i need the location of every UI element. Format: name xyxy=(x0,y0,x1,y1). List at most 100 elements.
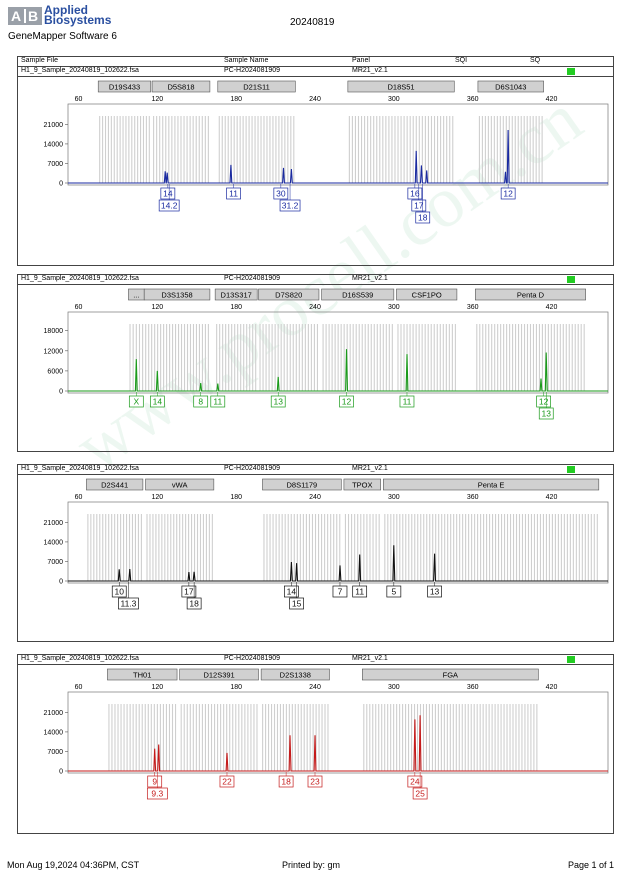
sample-name: PC-H2024081909 xyxy=(224,67,281,74)
marker-bar[interactable]: Penta E xyxy=(383,478,600,491)
allele-label: 11.3 xyxy=(120,599,136,609)
marker-bar[interactable]: Penta D xyxy=(474,288,586,301)
marker-label: D18S51 xyxy=(388,83,415,92)
x-tick-label: 360 xyxy=(467,684,479,691)
allele-label: 14.2 xyxy=(161,201,178,211)
marker-bar[interactable]: D8S1179 xyxy=(262,478,342,491)
allele-call[interactable]: 15 xyxy=(289,582,304,610)
allele-call[interactable]: 14 xyxy=(160,184,176,200)
marker-bar[interactable]: D21S11 xyxy=(217,80,296,93)
allele-call[interactable]: X xyxy=(128,392,144,408)
allele-call[interactable]: 22 xyxy=(219,772,235,788)
marker-bar[interactable]: CSF1PO xyxy=(396,288,458,301)
allele-call[interactable]: 7 xyxy=(332,582,348,598)
allele-call[interactable]: 11 xyxy=(226,184,241,200)
page-number: Page 1 of 1 xyxy=(567,860,614,870)
marker-label: vWA xyxy=(172,481,188,490)
y-tick-label: 14000 xyxy=(44,539,64,546)
allele-call[interactable]: 18 xyxy=(186,582,202,610)
allele-label: 14 xyxy=(163,189,173,199)
allele-call[interactable]: 14.2 xyxy=(158,184,180,212)
allele-label: 14 xyxy=(287,587,297,597)
allele-call[interactable]: 5 xyxy=(386,582,402,598)
x-tick-label: 360 xyxy=(467,96,479,103)
x-tick-label: 240 xyxy=(309,96,321,103)
allele-call[interactable]: 11 xyxy=(210,392,226,408)
y-tick-label: 21000 xyxy=(44,520,64,527)
marker-label: D13S317 xyxy=(221,291,252,300)
printed-by: Printed by: gm xyxy=(282,860,341,870)
marker-bar[interactable]: ... xyxy=(128,288,145,301)
column-header-row: Sample File Sample Name Panel SQI SQ xyxy=(17,56,614,66)
marker-bar[interactable]: D19S433 xyxy=(97,80,152,93)
marker-label: ... xyxy=(133,291,139,300)
panel-name: MR21_v2.1 xyxy=(352,465,388,472)
allele-call[interactable]: 16 xyxy=(407,184,423,200)
allele-call[interactable]: 12 xyxy=(339,392,354,408)
allele-call[interactable]: 25 xyxy=(412,772,428,800)
allele-call[interactable]: 9.3 xyxy=(146,772,168,800)
marker-bar[interactable]: TH01 xyxy=(107,668,178,681)
y-tick-label: 21000 xyxy=(44,122,64,129)
x-tick-label: 300 xyxy=(388,96,400,103)
allele-call[interactable]: 18 xyxy=(278,772,294,788)
marker-label: FGA xyxy=(443,671,458,680)
allele-call[interactable]: 9 xyxy=(147,772,163,788)
marker-bar[interactable]: D13S317 xyxy=(214,288,258,301)
allele-call[interactable]: 13 xyxy=(427,582,442,598)
plot-frame xyxy=(67,691,609,774)
allele-label: 18 xyxy=(281,777,291,787)
allele-call[interactable]: 18 xyxy=(415,184,431,224)
marker-label: Penta D xyxy=(517,291,545,300)
marker-bar[interactable]: vWA xyxy=(145,478,215,491)
marker-bar[interactable]: D5S818 xyxy=(151,80,211,93)
allele-label: 13 xyxy=(273,397,283,407)
allele-call[interactable]: 13 xyxy=(538,392,554,420)
marker-bar[interactable]: D6S1043 xyxy=(477,80,544,93)
plot-frame xyxy=(67,311,609,394)
marker-label: TH01 xyxy=(133,671,151,680)
allele-call[interactable]: 12 xyxy=(536,392,551,408)
allele-call[interactable]: 10 xyxy=(111,582,127,598)
y-tick-label: 14000 xyxy=(44,729,64,736)
allele-call[interactable]: 13 xyxy=(270,392,286,408)
marker-bar[interactable]: D3S1358 xyxy=(143,288,211,301)
report-date: 20240819 xyxy=(290,17,335,28)
allele-label: 11 xyxy=(213,397,222,407)
allele-call[interactable]: 23 xyxy=(307,772,323,788)
marker-label: D6S1043 xyxy=(495,83,526,92)
x-tick-label: 300 xyxy=(388,494,400,501)
allele-call[interactable]: 17 xyxy=(411,184,427,212)
marker-bar[interactable]: D2S441 xyxy=(86,478,144,491)
marker-label: D3S1358 xyxy=(161,291,192,300)
panel-info-row: H1_9_Sample_20240819_102622.fsa PC-H20240… xyxy=(18,67,613,77)
allele-call[interactable]: 11 xyxy=(399,392,415,408)
marker-label: D8S1179 xyxy=(287,481,318,490)
marker-bar[interactable]: D2S1338 xyxy=(260,668,330,681)
marker-bar[interactable]: TPOX xyxy=(343,478,382,491)
allele-call[interactable]: 12 xyxy=(500,184,516,200)
allele-call[interactable]: 31.2 xyxy=(279,184,301,212)
electropherogram-panel-red: H1_9_Sample_20240819_102622.fsa PC-H20240… xyxy=(17,654,614,834)
marker-bar[interactable]: D12S391 xyxy=(179,668,259,681)
allele-label: 5 xyxy=(391,587,396,597)
allele-label: 12 xyxy=(539,397,549,407)
allele-call[interactable]: 8 xyxy=(193,392,209,408)
marker-bar[interactable]: D7S820 xyxy=(258,288,320,301)
allele-call[interactable]: 30 xyxy=(273,184,289,200)
y-tick-label: 0 xyxy=(59,769,63,776)
allele-call[interactable]: 24 xyxy=(407,772,423,788)
marker-bar[interactable]: D16S539 xyxy=(321,288,395,301)
marker-bar[interactable]: FGA xyxy=(362,668,539,681)
allele-call[interactable]: 14 xyxy=(284,582,299,598)
allele-call[interactable]: 11 xyxy=(352,582,368,598)
allele-call[interactable]: 14 xyxy=(149,392,165,408)
y-tick-label: 7000 xyxy=(47,559,63,566)
allele-label: 12 xyxy=(503,189,513,199)
x-tick-label: 180 xyxy=(230,96,242,103)
marker-label: CSF1PO xyxy=(412,291,442,300)
col-panel: Panel xyxy=(352,57,370,64)
allele-call[interactable]: 11.3 xyxy=(118,582,139,610)
marker-bar[interactable]: D18S51 xyxy=(347,80,455,93)
allele-call[interactable]: 17 xyxy=(181,582,197,598)
